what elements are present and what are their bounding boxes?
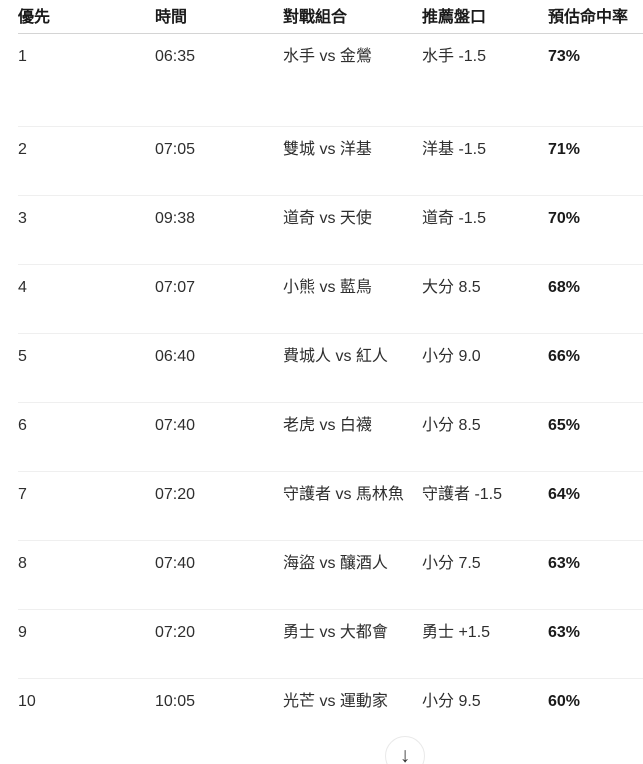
column-header-matchup: 對戰組合 [283, 9, 348, 26]
cell-time: 06:40 [155, 348, 196, 365]
cell-matchup: 道奇 vs 天使 [283, 210, 372, 227]
cell-priority: 6 [18, 417, 27, 434]
cell-hit-rate: 73% [548, 48, 581, 65]
column-header-time: 時間 [155, 9, 188, 26]
column-header-line: 推薦盤口 [422, 9, 487, 26]
table-row: 10 10:05 光芒 vs 運動家 小分 9.5 60% [18, 678, 643, 747]
table-row: 7 07:20 守護者 vs 馬林魚 守護者 -1.5 64% [18, 471, 643, 540]
cell-hit-rate: 65% [548, 417, 581, 434]
cell-hit-rate: 63% [548, 624, 581, 641]
cell-line: 小分 8.5 [422, 417, 481, 434]
cell-hit-rate: 68% [548, 279, 581, 296]
table-row: 4 07:07 小熊 vs 藍鳥 大分 8.5 68% [18, 264, 643, 333]
column-header-priority: 優先 [18, 9, 51, 26]
cell-matchup: 海盜 vs 釀酒人 [283, 555, 388, 572]
cell-matchup: 老虎 vs 白襪 [283, 417, 372, 434]
table-row: 3 09:38 道奇 vs 天使 道奇 -1.5 70% [18, 195, 643, 264]
cell-line: 小分 9.0 [422, 348, 481, 365]
cell-hit-rate: 71% [548, 141, 581, 158]
cell-priority: 3 [18, 210, 27, 227]
cell-priority: 7 [18, 486, 27, 503]
table-row: 5 06:40 費城人 vs 紅人 小分 9.0 66% [18, 333, 643, 402]
cell-priority: 4 [18, 279, 27, 296]
cell-hit-rate: 64% [548, 486, 581, 503]
cell-priority: 8 [18, 555, 27, 572]
cell-time: 07:20 [155, 624, 196, 641]
cell-line: 洋基 -1.5 [422, 141, 487, 158]
cell-priority: 5 [18, 348, 27, 365]
cell-time: 07:40 [155, 555, 196, 572]
cell-priority: 1 [18, 48, 27, 65]
table-row: 9 07:20 勇士 vs 大都會 勇士 +1.5 63% [18, 609, 643, 678]
cell-hit-rate: 63% [548, 555, 581, 572]
table-row: 1 06:35 水手 vs 金鶯 水手 -1.5 73% [18, 34, 643, 126]
cell-time: 07:20 [155, 486, 196, 503]
cell-priority: 2 [18, 141, 27, 158]
cell-time: 06:35 [155, 48, 196, 65]
cell-matchup: 雙城 vs 洋基 [283, 141, 372, 158]
scroll-down-button[interactable]: ↓ [385, 736, 425, 764]
cell-line: 水手 -1.5 [422, 48, 487, 65]
cell-time: 07:07 [155, 279, 196, 296]
cell-priority: 9 [18, 624, 27, 641]
cell-line: 小分 9.5 [422, 693, 481, 710]
cell-line: 小分 7.5 [422, 555, 481, 572]
cell-line: 道奇 -1.5 [422, 210, 487, 227]
cell-time: 07:05 [155, 141, 196, 158]
cell-time: 07:40 [155, 417, 196, 434]
cell-priority: 10 [18, 693, 36, 710]
cell-time: 10:05 [155, 693, 196, 710]
cell-matchup: 勇士 vs 大都會 [283, 624, 388, 641]
cell-hit-rate: 70% [548, 210, 581, 227]
table-header-row: 優先 時間 對戰組合 推薦盤口 預估命中率 [18, 0, 643, 34]
column-header-hit-rate: 預估命中率 [548, 9, 629, 26]
cell-line: 勇士 +1.5 [422, 624, 491, 641]
table-row: 8 07:40 海盜 vs 釀酒人 小分 7.5 63% [18, 540, 643, 609]
recommendations-table: 優先 時間 對戰組合 推薦盤口 預估命中率 1 06:35 水手 vs 金鶯 水… [18, 0, 643, 747]
table-row: 6 07:40 老虎 vs 白襪 小分 8.5 65% [18, 402, 643, 471]
cell-matchup: 水手 vs 金鶯 [283, 48, 372, 65]
cell-hit-rate: 66% [548, 348, 581, 365]
cell-matchup: 守護者 vs 馬林魚 [283, 486, 404, 503]
cell-matchup: 費城人 vs 紅人 [283, 348, 388, 365]
table-row: 2 07:05 雙城 vs 洋基 洋基 -1.5 71% [18, 126, 643, 195]
cell-time: 09:38 [155, 210, 196, 227]
cell-matchup: 小熊 vs 藍鳥 [283, 279, 372, 296]
cell-line: 大分 8.5 [422, 279, 481, 296]
down-arrow-icon: ↓ [399, 743, 411, 764]
cell-hit-rate: 60% [548, 693, 581, 710]
cell-line: 守護者 -1.5 [422, 486, 503, 503]
cell-matchup: 光芒 vs 運動家 [283, 693, 388, 710]
